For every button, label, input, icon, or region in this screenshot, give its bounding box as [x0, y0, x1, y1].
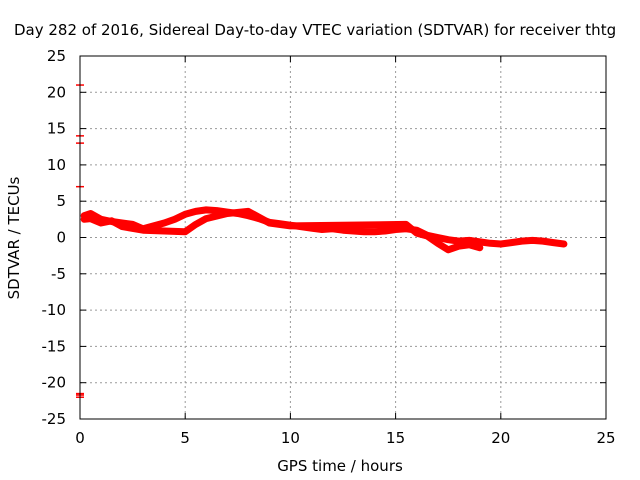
y-tick-label: -25 — [42, 410, 67, 428]
y-tick-labels: -25 -20 -15 -10 -5 0 5 10 15 20 25 — [42, 47, 67, 428]
x-tick-labels: 0 5 10 15 20 25 — [75, 429, 615, 447]
y-axis-title: SDTVAR / TECUs — [5, 176, 23, 299]
y-tick-label: -10 — [42, 301, 67, 319]
y-tick-label: 25 — [47, 47, 66, 65]
x-tick-label: 20 — [491, 429, 510, 447]
x-tick-label: 10 — [281, 429, 300, 447]
chart-title: Day 282 of 2016, Sidereal Day-to-day VTE… — [14, 21, 616, 39]
y-tick-label: 15 — [47, 120, 66, 138]
y-tick-label: 0 — [56, 229, 66, 247]
y-tick-label: 10 — [47, 156, 66, 174]
y-tick-label: -5 — [51, 265, 66, 283]
x-tick-label: 5 — [180, 429, 190, 447]
data-points — [76, 84, 568, 398]
x-tick-label: 15 — [386, 429, 405, 447]
y-tick-label: -20 — [42, 374, 67, 392]
y-tick-label: 5 — [56, 192, 66, 210]
x-axis-title: GPS time / hours — [277, 457, 403, 475]
x-tick-label: 25 — [596, 429, 615, 447]
y-tick-label: 20 — [47, 83, 66, 101]
series-band — [80, 206, 568, 248]
series-band — [80, 207, 484, 254]
x-tick-label: 0 — [75, 429, 85, 447]
axis-ticks — [79, 55, 607, 420]
y-tick-label: -15 — [42, 337, 67, 355]
grid-lines — [80, 56, 606, 419]
